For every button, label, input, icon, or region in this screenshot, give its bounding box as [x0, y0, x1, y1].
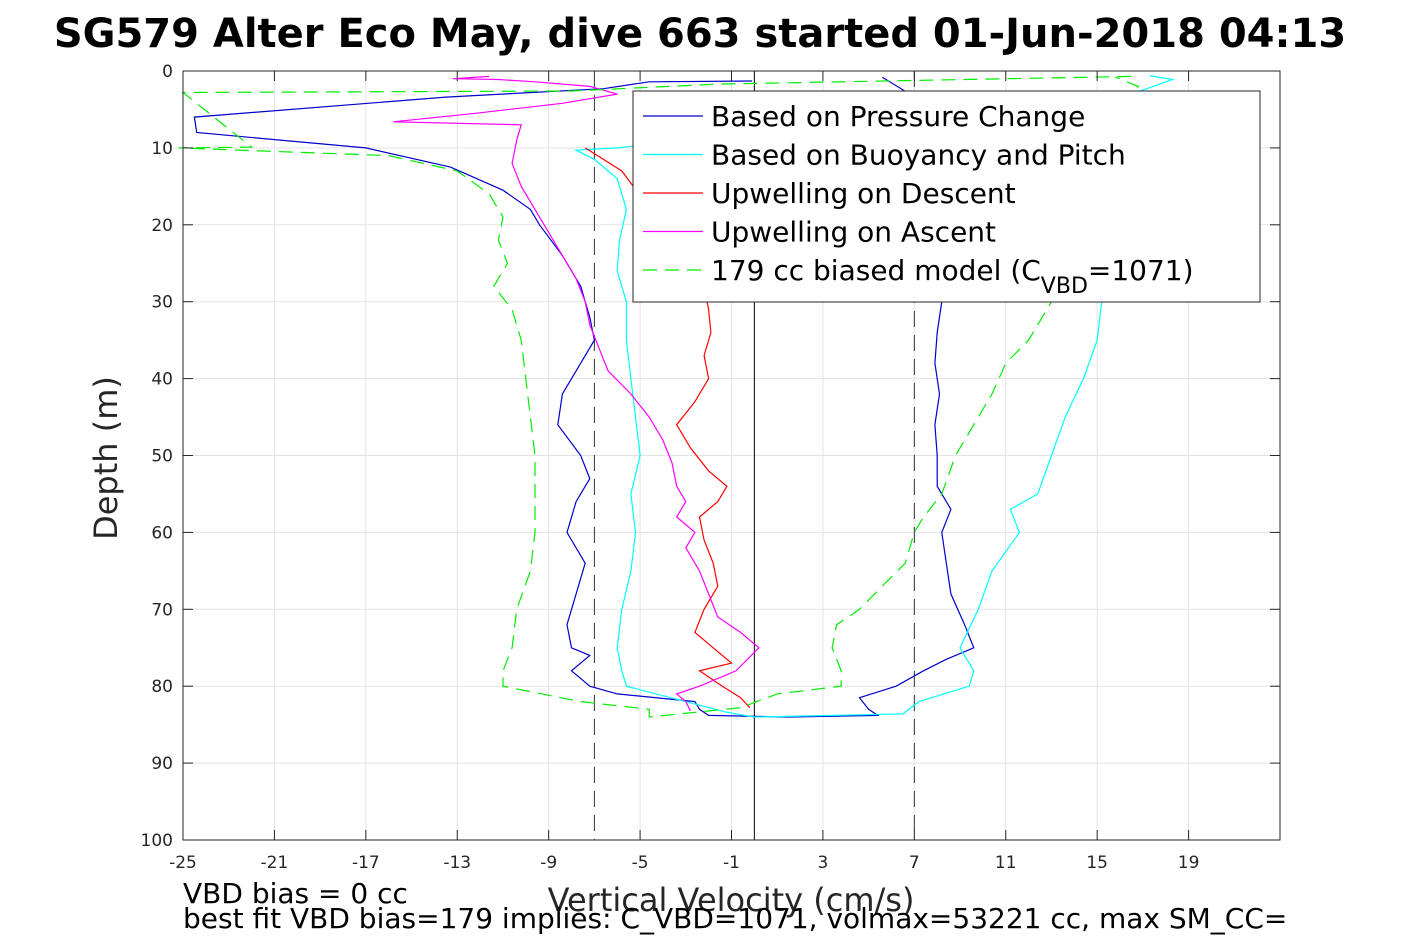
x-tick-label: -21: [261, 853, 289, 873]
vbd-bias-note: VBD bias = 0 cc: [183, 877, 408, 910]
x-tick-label: -13: [443, 853, 471, 873]
series-layer: [178, 75, 1175, 718]
x-tick-label: 11: [995, 853, 1017, 873]
y-tick-label: 20: [151, 216, 173, 236]
ticks: -25 -21 -17 -13 -9 -5 -1 3 7 11 15 1901020304050607…: [141, 62, 1280, 873]
y-tick-label: 60: [151, 523, 173, 543]
x-tick-label: -5: [632, 853, 649, 873]
x-axis-label: Vertical Velocity (cm/s): [548, 881, 915, 919]
y-tick-label: 100: [141, 831, 173, 851]
y-tick-label: 0: [162, 62, 173, 82]
y-tick-label: 50: [151, 447, 173, 467]
y-tick-label: 80: [151, 677, 173, 697]
y-tick-label: 70: [151, 600, 173, 620]
x-tick-label: 15: [1086, 853, 1108, 873]
legend-entry-label: Upwelling on Descent: [711, 177, 1016, 210]
best-fit-note: best fit VBD bias=179 implies: C_VBD=107…: [183, 902, 1287, 935]
y-tick-label: 90: [151, 754, 173, 774]
y-axis-label: Depth (m): [87, 376, 125, 540]
legend-entry-label: Based on Pressure Change: [711, 100, 1085, 133]
series-line-2: [573, 75, 1175, 718]
legend-box: [632, 90, 1261, 303]
x-tick-label: 7: [909, 853, 920, 873]
series-line-5: [178, 75, 1140, 718]
chart-title: SG579 Alter Eco May, dive 663 started 01…: [54, 11, 1346, 57]
series-line-1: [193, 76, 975, 718]
y-tick-label: 30: [151, 293, 173, 313]
legend-entry-label: Based on Buoyancy and Pitch: [711, 139, 1126, 172]
x-tick-label: 19: [1178, 853, 1200, 873]
x-tick-label: -9: [540, 853, 557, 873]
series-line-4: [393, 75, 760, 712]
y-tick-label: 40: [151, 370, 173, 390]
legend: Based on Pressure Change Based on Buoyanc…: [632, 90, 1261, 303]
y-tick-label: 10: [151, 139, 173, 159]
x-tick-label: -1: [723, 853, 740, 873]
x-tick-label: -17: [352, 853, 380, 873]
x-tick-label: -25: [169, 853, 197, 873]
legend-entry-label: Upwelling on Ascent: [711, 216, 996, 249]
x-tick-label: 3: [818, 853, 829, 873]
